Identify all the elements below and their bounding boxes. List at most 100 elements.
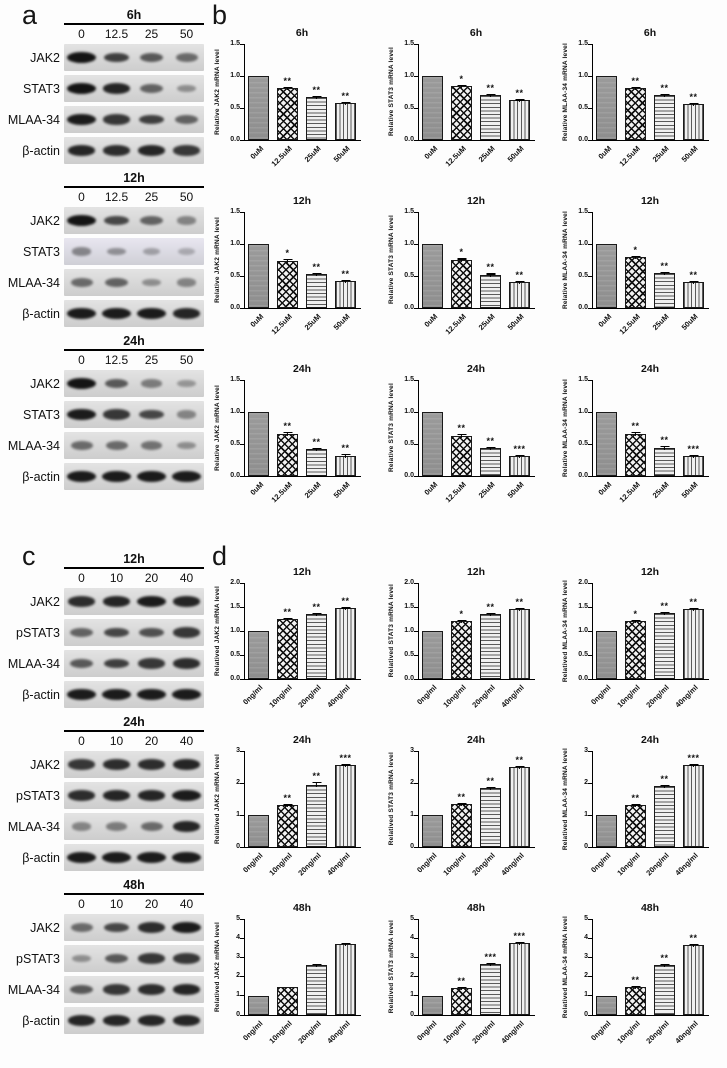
blot-strip bbox=[64, 432, 204, 459]
protein-band bbox=[69, 984, 94, 995]
error-bar-stem bbox=[460, 434, 463, 438]
band-cell bbox=[134, 278, 169, 287]
protein-band bbox=[138, 658, 165, 669]
bar-40ng/ml: *** bbox=[335, 753, 356, 847]
chart-title: 12h bbox=[466, 195, 486, 207]
y-tick-label: 1.0 bbox=[404, 407, 414, 415]
protein-label: β-actin bbox=[22, 687, 60, 702]
blot-row: pSTAT3 bbox=[6, 782, 206, 809]
significance-stars: ** bbox=[631, 975, 640, 986]
band-cell bbox=[169, 984, 204, 995]
blot-row: JAK2 bbox=[6, 914, 206, 941]
y-axis-label: Relative MLAA-34 mRNA level bbox=[559, 43, 571, 141]
significance-stars: ** bbox=[283, 793, 292, 804]
y-tick-label: 0.5 bbox=[230, 103, 240, 111]
protein-band bbox=[67, 52, 96, 63]
western-blot-panel-a: 6h 0 12.5 25 50 JAK2 STAT3 MLAA-34 β-actin 12h 0 12… bbox=[6, 8, 206, 497]
protein-band bbox=[102, 852, 131, 863]
y-tick-label: 0.0 bbox=[578, 471, 588, 479]
protein-band bbox=[67, 83, 96, 94]
y-axis-label: Relatived JAK2 mRNA level bbox=[211, 751, 223, 847]
y-tick-mark bbox=[414, 750, 418, 752]
dose-label: 50 bbox=[179, 27, 194, 41]
bar-chart-d-12h-1: 12h Relatived JAK2 mRNA level 0.0 0.5 1.0 1.5… bbox=[204, 563, 378, 731]
blot-strip bbox=[64, 207, 204, 234]
dose-label: 0 bbox=[78, 571, 85, 585]
band-cell bbox=[169, 308, 204, 319]
blot-strip bbox=[64, 619, 204, 646]
bar-25uM: ** bbox=[654, 435, 675, 476]
protein-band bbox=[176, 441, 197, 450]
y-tick-label: 3 bbox=[410, 952, 414, 960]
protein-label: β-actin bbox=[22, 143, 60, 158]
error-bar bbox=[312, 447, 321, 452]
error-bar bbox=[515, 607, 524, 611]
band-cell bbox=[134, 596, 169, 607]
band-cell bbox=[99, 759, 134, 770]
protein-band bbox=[103, 52, 130, 63]
band-cell bbox=[134, 216, 169, 225]
bar-50uM: ** bbox=[509, 270, 530, 308]
error-bar bbox=[341, 280, 350, 284]
panel-label-c: c bbox=[22, 541, 36, 571]
protein-band bbox=[139, 52, 164, 63]
y-tick-label: 1.5 bbox=[578, 602, 588, 610]
error-bar bbox=[689, 280, 698, 285]
significance-stars: ** bbox=[631, 421, 640, 432]
chart-title: 12h bbox=[640, 566, 660, 578]
band-cell bbox=[169, 216, 204, 225]
bar-0uM bbox=[422, 244, 443, 308]
protein-band bbox=[71, 954, 92, 963]
protein-band bbox=[173, 145, 200, 156]
error-bar-stem bbox=[286, 259, 289, 263]
x-tick-label-text: 10ng/ml bbox=[441, 683, 468, 710]
bar-chart-b-24h-7: 24h Relative JAK2 mRNA level 0.0 0.5 1.0 1.5 0… bbox=[204, 360, 378, 528]
y-tick-mark bbox=[240, 243, 244, 245]
y-axis-label-text: Relative STAT3 mRNA level bbox=[387, 383, 395, 473]
protein-band bbox=[138, 984, 165, 995]
y-tick-label: 5 bbox=[410, 914, 414, 922]
y-tick-mark bbox=[588, 1014, 592, 1016]
protein-band bbox=[138, 114, 165, 125]
x-tick-label-text: 20ng/ml bbox=[470, 683, 497, 710]
protein-label: pSTAT3 bbox=[16, 625, 60, 640]
y-tick-mark bbox=[414, 976, 418, 978]
protein-band bbox=[70, 278, 93, 287]
error-bar-stem bbox=[518, 99, 521, 103]
band-cell bbox=[169, 247, 204, 256]
error-bar-stem bbox=[460, 803, 463, 807]
significance-stars: ** bbox=[689, 269, 698, 280]
dose-label: 50 bbox=[179, 353, 194, 367]
y-tick-label: 0.5 bbox=[404, 650, 414, 658]
time-header: 48h bbox=[64, 878, 204, 895]
protein-band bbox=[67, 114, 96, 125]
y-tick-mark bbox=[588, 918, 592, 920]
bar-12.5uM: ** bbox=[277, 76, 298, 140]
time-header: 12h bbox=[64, 171, 204, 188]
protein-band bbox=[172, 1015, 201, 1026]
y-tick-label: 0.5 bbox=[404, 271, 414, 279]
band-cell bbox=[99, 308, 134, 319]
band-cell bbox=[169, 115, 204, 124]
x-tick-label-text: 50uM bbox=[505, 144, 526, 164]
panel-label-d: d bbox=[212, 541, 228, 571]
x-tick-label-text: 20ng/ml bbox=[644, 683, 671, 710]
y-axis-label-text: Relatived MLAA-34 mRNA level bbox=[561, 747, 569, 851]
error-bar-stem bbox=[663, 612, 666, 616]
y-tick-mark bbox=[414, 1014, 418, 1016]
significance-stars: *** bbox=[513, 931, 526, 941]
dose-labels: 0 10 20 40 bbox=[64, 734, 204, 748]
y-tick-mark bbox=[240, 678, 244, 680]
blot-block-12h: 12h 0 12.5 25 50 JAK2 STAT3 MLAA-34 β-actin bbox=[6, 171, 206, 327]
error-bar-stem bbox=[692, 607, 695, 611]
blot-strip bbox=[64, 976, 204, 1003]
y-tick-mark bbox=[414, 243, 418, 245]
time-header: 24h bbox=[64, 334, 204, 351]
error-bar bbox=[631, 986, 640, 990]
chart-row: 6h Relative JAK2 mRNA level 0.0 0.5 1.0 1.5 0u… bbox=[204, 24, 727, 192]
error-bar-stem bbox=[634, 432, 637, 436]
x-tick-label-text: 0ng/ml bbox=[589, 851, 613, 875]
y-tick-mark bbox=[414, 75, 418, 77]
y-tick-mark bbox=[240, 107, 244, 109]
blot-strip bbox=[64, 269, 204, 296]
